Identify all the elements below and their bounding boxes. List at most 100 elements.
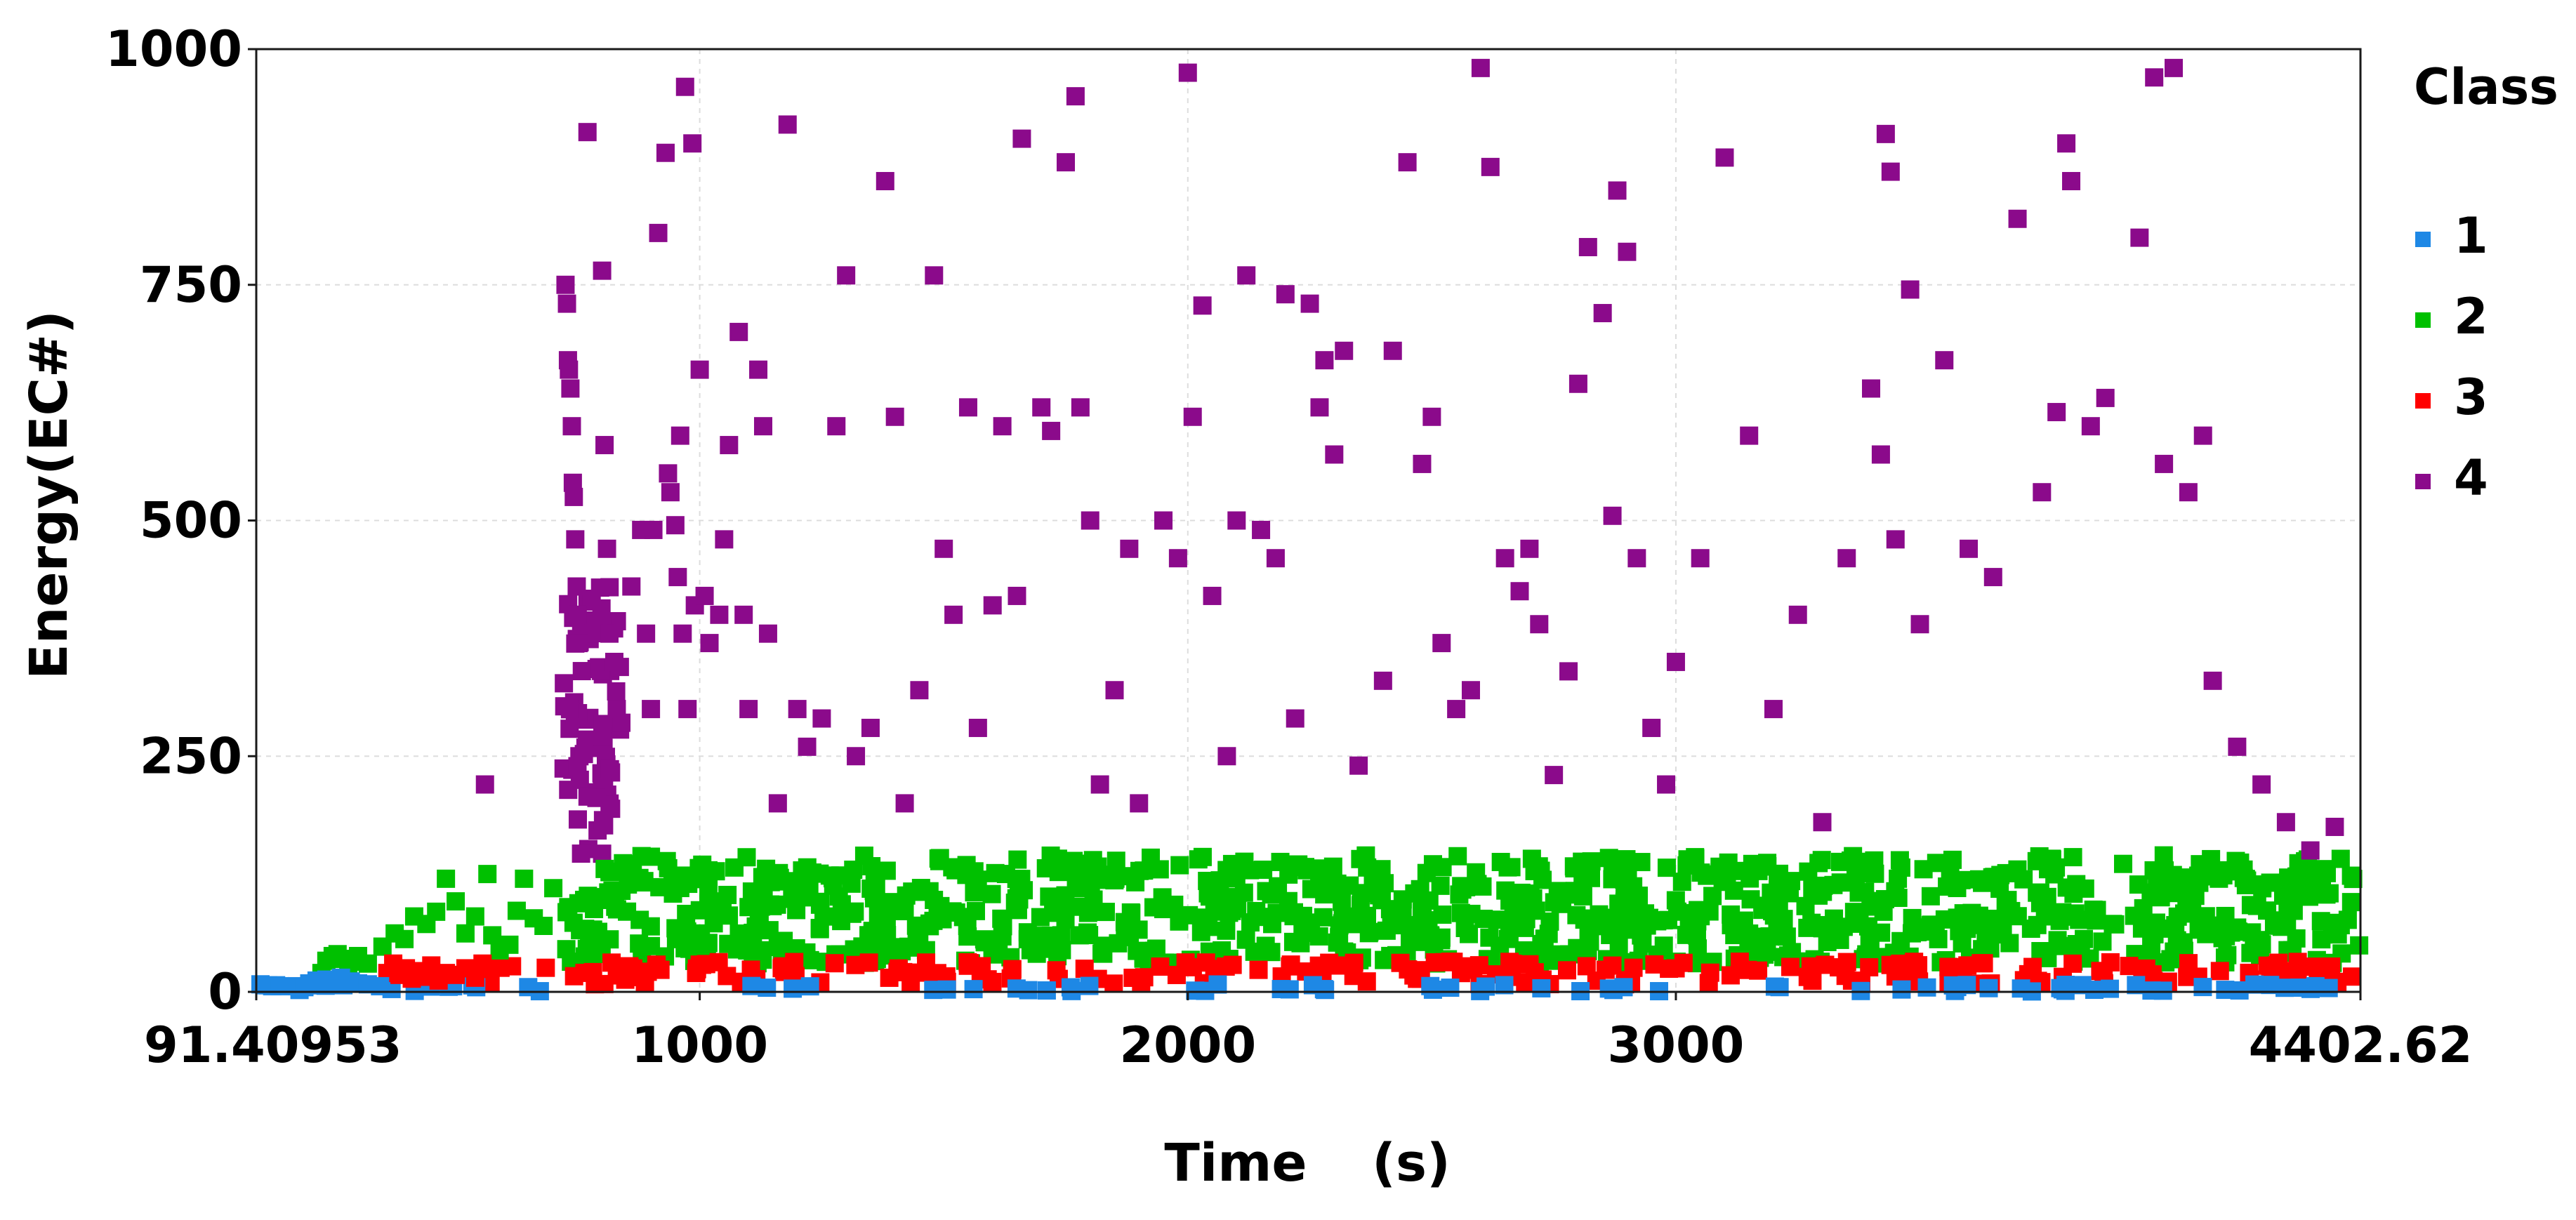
series-2-point xyxy=(699,861,718,880)
series-3-point xyxy=(1469,956,1488,975)
series-2-point xyxy=(1954,904,1973,923)
series-2-points xyxy=(312,865,563,983)
series-2-point xyxy=(2317,863,2336,882)
series-1-point xyxy=(2012,979,2030,998)
series-2-point xyxy=(1036,858,1055,877)
series-4-point xyxy=(1398,153,1417,172)
series-1-point xyxy=(2101,979,2120,998)
series-4-point xyxy=(1012,129,1031,148)
series-2-point xyxy=(1781,884,1799,903)
series-2-point xyxy=(1257,882,1276,901)
series-2-point xyxy=(465,907,484,926)
series-3-point xyxy=(1345,953,1363,972)
series-2-point xyxy=(1615,876,1634,895)
series-4-point xyxy=(2203,671,2222,690)
legend-label-1: 1 xyxy=(2454,207,2488,265)
series-4-point xyxy=(671,426,689,445)
series-1-point xyxy=(1007,979,1026,998)
series-2-point xyxy=(1734,911,1753,930)
series-2-point xyxy=(1941,865,1960,884)
series-4-point xyxy=(568,757,587,776)
series-2-point xyxy=(859,926,878,945)
series-4-point xyxy=(1983,568,2002,587)
series-4-point xyxy=(2276,813,2295,832)
series-2-point xyxy=(2075,879,2094,898)
series-3-point xyxy=(1781,957,1799,976)
series-4-point xyxy=(593,727,612,745)
series-2-point xyxy=(1582,852,1601,871)
series-4-point xyxy=(1871,445,1890,464)
series-2-point xyxy=(1262,943,1281,962)
series-4-point xyxy=(572,844,590,863)
series-4-point xyxy=(1178,63,1197,82)
series-4-point xyxy=(2008,209,2027,228)
series-3-point xyxy=(825,954,844,973)
x-tick-label: 91.40953 xyxy=(144,1016,402,1074)
series-2-point xyxy=(1007,889,1026,908)
series-4-point xyxy=(837,266,856,285)
series-2-point xyxy=(2284,891,2303,910)
series-4-point xyxy=(593,844,612,863)
series-2-point xyxy=(1609,909,1627,928)
series-1-point xyxy=(1917,978,1936,997)
y-axis-ticks: 0 250 500 750 1000 xyxy=(105,20,256,1021)
series-2-point xyxy=(663,873,682,891)
series-2-point xyxy=(2014,870,2033,889)
series-4-point xyxy=(562,417,581,436)
series-2-point xyxy=(2229,922,2248,941)
series-2-point xyxy=(1657,858,1676,877)
series-2-point xyxy=(1096,903,1115,922)
series-2-point xyxy=(729,924,748,943)
series-4-point xyxy=(1715,148,1734,167)
series-2-point xyxy=(996,865,1015,884)
series-2-point xyxy=(831,866,850,885)
series-4-point xyxy=(739,700,758,719)
series-2-point xyxy=(737,848,756,867)
series-2-point xyxy=(1325,877,1344,896)
series-2-point xyxy=(2174,904,2193,923)
series-2-point xyxy=(677,904,696,923)
point-clouds xyxy=(305,578,2369,1001)
series-4-point xyxy=(695,586,714,605)
series-4-point xyxy=(1545,766,1564,785)
series-3-point xyxy=(718,967,737,986)
series-1-point xyxy=(1532,979,1551,997)
y-tick-label: 250 xyxy=(140,727,242,785)
series-1-point xyxy=(1280,980,1299,999)
series-4-point xyxy=(564,487,583,506)
series-2-point xyxy=(1763,902,1782,921)
series-2-point xyxy=(1056,910,1075,929)
series-2-point xyxy=(1356,846,1375,865)
series-2-point xyxy=(1996,896,2015,915)
series-2-point xyxy=(2030,883,2049,902)
series-3-point xyxy=(1444,953,1463,972)
series-4-point xyxy=(827,417,846,436)
series-2-point xyxy=(2341,893,2360,912)
series-4-point xyxy=(556,275,575,294)
series-4-point xyxy=(2155,454,2174,473)
series-4-point xyxy=(600,760,619,778)
series-2-point xyxy=(965,883,984,902)
series-4-point xyxy=(710,605,729,624)
series-4-point xyxy=(778,115,797,134)
series-2-point xyxy=(1532,934,1551,953)
series-2-point xyxy=(2048,931,2067,950)
series-2-point xyxy=(1200,887,1219,906)
series-4-point xyxy=(847,747,866,766)
series-2-point xyxy=(1654,936,1673,955)
series-4-point xyxy=(1120,539,1139,558)
series-1-point xyxy=(1892,980,1911,999)
series-1-point xyxy=(519,978,538,997)
series-3-point xyxy=(1503,955,1522,974)
series-2-point xyxy=(685,937,704,956)
series-4-point xyxy=(934,539,953,558)
series-2-point xyxy=(752,941,771,960)
series-4-point xyxy=(1422,407,1441,426)
series-3-point xyxy=(491,958,510,977)
series-4-point xyxy=(1520,539,1539,558)
series-2-point xyxy=(1617,850,1636,869)
series-2-point xyxy=(579,887,597,906)
series-2-point xyxy=(1525,861,1544,880)
series-2-point xyxy=(943,858,962,877)
series-2-point xyxy=(1506,893,1525,912)
